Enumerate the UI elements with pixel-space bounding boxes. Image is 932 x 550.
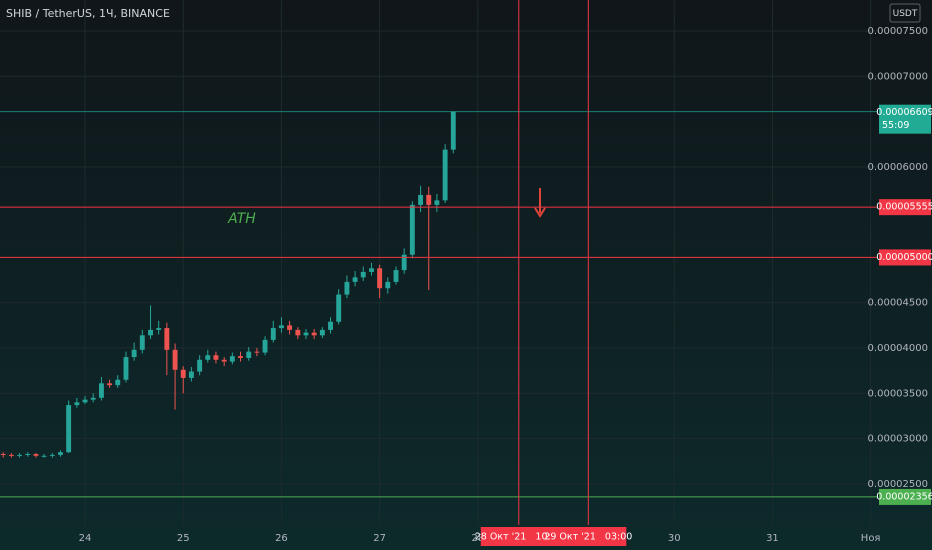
- candle-body: [58, 452, 63, 455]
- candle-body: [131, 349, 137, 358]
- candle-body: [229, 356, 235, 362]
- level-label-box: [879, 249, 931, 266]
- candle-body: [377, 268, 383, 289]
- candle-body: [74, 402, 80, 406]
- candle-body: [393, 270, 399, 282]
- candle-body: [180, 369, 186, 378]
- candle-body: [98, 383, 104, 398]
- candle-body: [360, 271, 366, 278]
- candle-body: [442, 149, 448, 201]
- candle-body: [336, 294, 342, 322]
- candle-body: [188, 371, 194, 378]
- candle-body: [409, 204, 415, 255]
- candle-body: [148, 329, 153, 336]
- candle-body: [82, 399, 88, 403]
- candle-body: [418, 194, 424, 205]
- candle-body: [287, 325, 293, 330]
- candle-body: [369, 268, 374, 272]
- candle-body: [33, 453, 39, 456]
- candle-body: [352, 277, 358, 282]
- candle-body: [205, 355, 211, 360]
- level-label: 0.00005000: [876, 252, 932, 263]
- candle-body: [278, 325, 284, 329]
- candle-body: [344, 281, 350, 295]
- candle-body: [66, 405, 72, 453]
- last-price-box: [879, 104, 931, 134]
- grid: [0, 0, 878, 525]
- candle-body: [221, 359, 227, 362]
- x-tick-label: 30: [668, 533, 681, 544]
- y-tick-label: 0.00006000: [868, 162, 928, 173]
- candle-body: [303, 332, 309, 336]
- candle-body: [107, 383, 113, 386]
- y-tick-label: 0.00003000: [868, 434, 928, 445]
- chart-title: SHIB / TetherUS, 1Ч, BINANCE: [6, 7, 170, 20]
- arrow: [534, 188, 546, 218]
- x-tick-label: Ноя: [861, 533, 881, 544]
- candle-body: [213, 355, 219, 360]
- candle-body: [156, 328, 162, 330]
- candle-body: [238, 356, 243, 358]
- candle-body: [164, 328, 170, 350]
- candle-body: [311, 332, 317, 336]
- time-label: 28 Окт '21 10:00: [475, 532, 563, 543]
- candle-body: [385, 281, 391, 289]
- currency-label[interactable]: USDT: [893, 9, 918, 19]
- y-tick-label: 0.00004000: [868, 343, 928, 354]
- candle-body: [434, 200, 440, 205]
- level-label: 0.00002356: [876, 491, 932, 502]
- candle-body: [246, 351, 252, 358]
- level-label-box: [879, 199, 931, 216]
- candle-body: [401, 254, 407, 271]
- candle-body: [8, 454, 14, 456]
- candle-body: [172, 349, 178, 370]
- candle-body: [0, 453, 6, 455]
- candle-body: [49, 454, 55, 456]
- candle-body: [197, 359, 203, 372]
- x-tick-label: 26: [275, 533, 288, 544]
- candle-body: [25, 453, 31, 455]
- candle-body: [254, 351, 260, 353]
- candle-body: [139, 335, 145, 350]
- candle-body: [262, 339, 268, 353]
- candle-body: [295, 329, 301, 336]
- candle-body: [41, 455, 47, 457]
- candle-body: [426, 194, 432, 205]
- time-label-box: [550, 527, 627, 546]
- candle-body: [123, 357, 129, 380]
- annotation: ATH: [227, 211, 256, 227]
- level-label-box: [879, 488, 931, 505]
- overlay: [0, 0, 878, 525]
- candle-body: [319, 329, 325, 336]
- x-tick-label: 24: [79, 533, 92, 544]
- y-tick-label: 0.00003500: [868, 388, 928, 399]
- y-tick-label: 0.00007500: [868, 26, 928, 37]
- last-price-label: 0.00006609: [876, 107, 932, 118]
- candle-body: [90, 397, 96, 400]
- x-tick-label: 28: [471, 533, 484, 544]
- time-label-box: [480, 527, 557, 546]
- candle-body: [115, 379, 121, 386]
- level-label: 0.00005555: [876, 202, 932, 213]
- candle-body: [270, 328, 276, 340]
- candle-body: [17, 454, 22, 456]
- candle-body: [450, 111, 456, 150]
- y-tick-label: 0.00004500: [868, 298, 928, 309]
- candle-body: [328, 321, 333, 330]
- time-label: 29 Окт '21 03:00: [544, 532, 632, 543]
- countdown-label: 55:09: [882, 120, 909, 131]
- plot: [0, 111, 456, 458]
- x-tick-label: 25: [177, 533, 190, 544]
- y-tick-label: 0.00002500: [868, 479, 928, 490]
- currency-button[interactable]: [889, 3, 921, 23]
- x-tick-label: 27: [373, 533, 386, 544]
- x-tick-label: 31: [766, 533, 779, 544]
- y-tick-label: 0.00007000: [868, 71, 928, 82]
